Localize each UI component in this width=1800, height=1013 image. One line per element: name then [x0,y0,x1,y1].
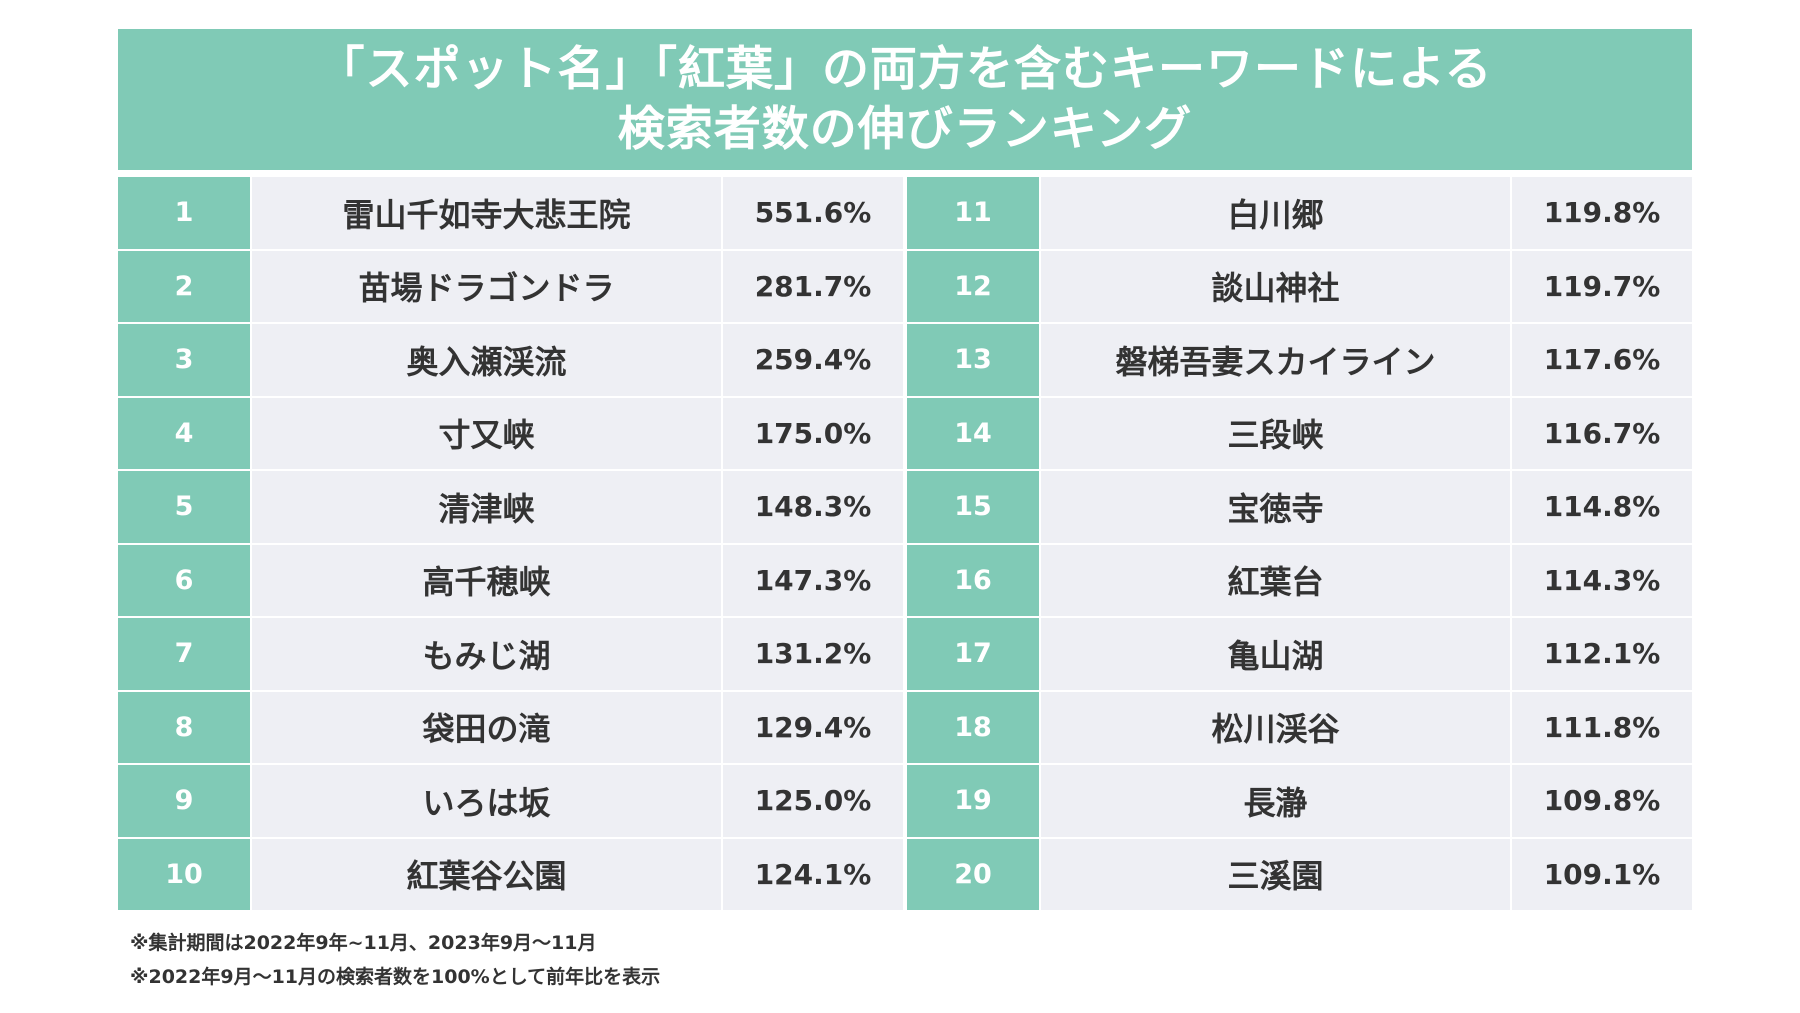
ranking-row: 1 雷山千如寺大悲王院 551.6% [118,177,903,249]
ranking-row: 7 もみじ湖 131.2% [118,618,903,690]
ranking-table-left: 1 雷山千如寺大悲王院 551.6% 2 苗場ドラゴンドラ 281.7% 3 奥… [118,177,903,910]
ranking-row: 13 磐梯吾妻スカイライン 117.6% [907,324,1692,396]
growth-rate-cell: 125.0% [723,765,903,837]
ranking-row: 18 松川渓谷 111.8% [907,691,1692,763]
spot-name-cell: 高千穂峡 [252,544,721,616]
rank-cell: 18 [907,691,1039,763]
ranking-row: 3 奥入瀬渓流 259.4% [118,324,903,396]
footnote-period: ※集計期間は2022年9年~11月、2023年9月～11月 [130,932,597,954]
growth-rate-cell: 281.7% [723,250,903,322]
ranking-row: 14 三段峡 116.7% [907,397,1692,469]
spot-name-cell: 白川郷 [1041,177,1510,249]
ranking-row: 4 寸又峡 175.0% [118,397,903,469]
growth-rate-cell: 114.8% [1512,471,1692,543]
growth-rate-cell: 111.8% [1512,691,1692,763]
growth-rate-cell: 116.7% [1512,397,1692,469]
title-line-1: 「スポット名」「紅葉」の両方を含むキーワードによる [317,41,1493,97]
rank-cell: 5 [118,471,250,543]
rank-cell: 13 [907,324,1039,396]
ranking-row: 2 苗場ドラゴンドラ 281.7% [118,250,903,322]
ranking-row: 8 袋田の滝 129.4% [118,691,903,763]
rank-cell: 17 [907,618,1039,690]
ranking-row: 5 清津峡 148.3% [118,471,903,543]
rank-cell: 2 [118,250,250,322]
spot-name-cell: 雷山千如寺大悲王院 [252,177,721,249]
growth-rate-cell: 119.7% [1512,250,1692,322]
spot-name-cell: 磐梯吾妻スカイライン [1041,324,1510,396]
spot-name-cell: 奥入瀬渓流 [252,324,721,396]
ranking-row: 15 宝徳寺 114.8% [907,471,1692,543]
spot-name-cell: もみじ湖 [252,618,721,690]
growth-rate-cell: 129.4% [723,691,903,763]
rank-cell: 6 [118,544,250,616]
spot-name-cell: 長瀞 [1041,765,1510,837]
ranking-row: 12 談山神社 119.7% [907,250,1692,322]
spot-name-cell: 亀山湖 [1041,618,1510,690]
footnote-baseline: ※2022年9月～11月の検索者数を100%として前年比を表示 [130,966,661,988]
ranking-row: 9 いろは坂 125.0% [118,765,903,837]
title-line-2: 検索者数の伸びランキング [617,101,1193,157]
rank-cell: 10 [118,838,250,910]
rank-cell: 4 [118,397,250,469]
spot-name-cell: 紅葉台 [1041,544,1510,616]
growth-rate-cell: 551.6% [723,177,903,249]
ranking-row: 20 三溪園 109.1% [907,838,1692,910]
rank-cell: 12 [907,250,1039,322]
ranking-table-right: 11 白川郷 119.8% 12 談山神社 119.7% 13 磐梯吾妻スカイラ… [907,177,1692,910]
growth-rate-cell: 117.6% [1512,324,1692,396]
spot-name-cell: 松川渓谷 [1041,691,1510,763]
spot-name-cell: 袋田の滝 [252,691,721,763]
ranking-row: 6 高千穂峡 147.3% [118,544,903,616]
growth-rate-cell: 114.3% [1512,544,1692,616]
rank-cell: 3 [118,324,250,396]
spot-name-cell: 紅葉谷公園 [252,838,721,910]
spot-name-cell: 苗場ドラゴンドラ [252,250,721,322]
spot-name-cell: いろは坂 [252,765,721,837]
rank-cell: 20 [907,838,1039,910]
ranking-row: 19 長瀞 109.8% [907,765,1692,837]
rank-cell: 15 [907,471,1039,543]
spot-name-cell: 宝徳寺 [1041,471,1510,543]
growth-rate-cell: 148.3% [723,471,903,543]
spot-name-cell: 三段峡 [1041,397,1510,469]
spot-name-cell: 三溪園 [1041,838,1510,910]
growth-rate-cell: 259.4% [723,324,903,396]
ranking-row: 16 紅葉台 114.3% [907,544,1692,616]
growth-rate-cell: 119.8% [1512,177,1692,249]
growth-rate-cell: 109.1% [1512,838,1692,910]
rank-cell: 7 [118,618,250,690]
spot-name-cell: 清津峡 [252,471,721,543]
rank-cell: 11 [907,177,1039,249]
ranking-row: 17 亀山湖 112.1% [907,618,1692,690]
rank-cell: 14 [907,397,1039,469]
rank-cell: 19 [907,765,1039,837]
growth-rate-cell: 109.8% [1512,765,1692,837]
ranking-row: 11 白川郷 119.8% [907,177,1692,249]
rank-cell: 16 [907,544,1039,616]
growth-rate-cell: 112.1% [1512,618,1692,690]
rank-cell: 9 [118,765,250,837]
growth-rate-cell: 124.1% [723,838,903,910]
spot-name-cell: 談山神社 [1041,250,1510,322]
title-banner: 「スポット名」「紅葉」の両方を含むキーワードによる 検索者数の伸びランキング [118,29,1692,170]
growth-rate-cell: 131.2% [723,618,903,690]
spot-name-cell: 寸又峡 [252,397,721,469]
growth-rate-cell: 147.3% [723,544,903,616]
ranking-row: 10 紅葉谷公園 124.1% [118,838,903,910]
rank-cell: 1 [118,177,250,249]
rank-cell: 8 [118,691,250,763]
footnotes: ※集計期間は2022年9年~11月、2023年9月～11月 ※2022年9月～1… [130,926,660,994]
growth-rate-cell: 175.0% [723,397,903,469]
